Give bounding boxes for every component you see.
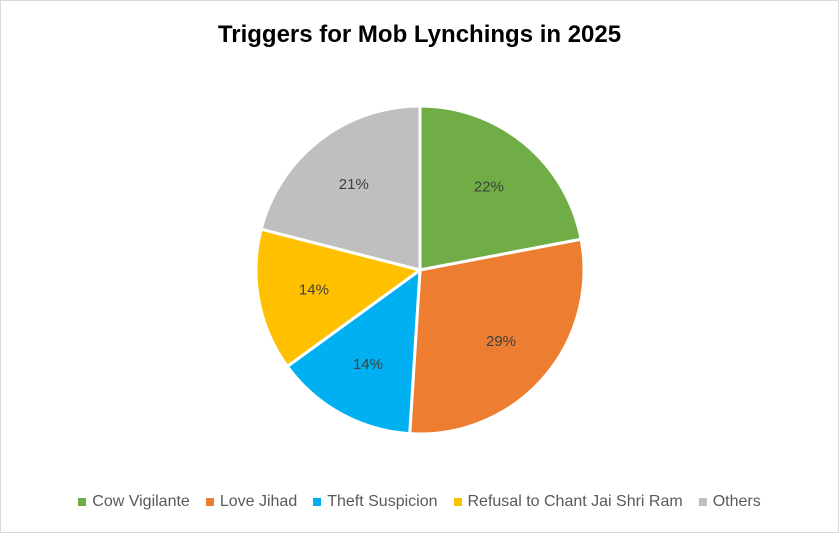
chart-title: Triggers for Mob Lynchings in 2025 [217, 21, 622, 48]
legend-item-theft-suspicion: Theft Suspicion [313, 493, 438, 511]
legend-swatch [453, 498, 462, 506]
pie-slice-others [259, 104, 422, 272]
legend-item-others: Others [698, 493, 761, 511]
legend-label: Theft Suspicion [327, 493, 438, 510]
data-label-refusal-to-chant-jai-shri-ram: 14% [299, 282, 329, 299]
legend-label: Others [712, 493, 761, 510]
pie-slice-theft-suspicion [285, 268, 422, 436]
data-label-cow-vigilante: 22% [474, 178, 504, 195]
pie-slice-cow-vigilante [418, 104, 583, 272]
legend-swatch [205, 498, 214, 506]
legend-swatch [313, 498, 322, 506]
legend-item-cow-vigilante: Cow Vigilante [78, 493, 190, 511]
data-label-theft-suspicion: 14% [353, 356, 383, 373]
data-label-others: 21% [339, 176, 369, 193]
pie-slice-refusal-to-chant-jai-shri-ram [254, 227, 422, 368]
legend-item-refusal-to-chant-jai-shri-ram: Refusal to Chant Jai Shri Ram [453, 493, 683, 511]
legend-swatch [78, 498, 87, 506]
legend: Cow Vigilante Love Jihad Theft Suspicion Re… [1, 493, 838, 511]
pie-slice-love-jihad [408, 237, 586, 436]
legend-item-love-jihad: Love Jihad [205, 493, 298, 511]
data-label-love-jihad: 29% [486, 333, 516, 350]
legend-label: Refusal to Chant Jai Shri Ram [467, 493, 683, 510]
legend-label: Love Jihad [219, 493, 298, 510]
legend-label: Cow Vigilante [92, 493, 190, 510]
legend-swatch [698, 498, 707, 506]
